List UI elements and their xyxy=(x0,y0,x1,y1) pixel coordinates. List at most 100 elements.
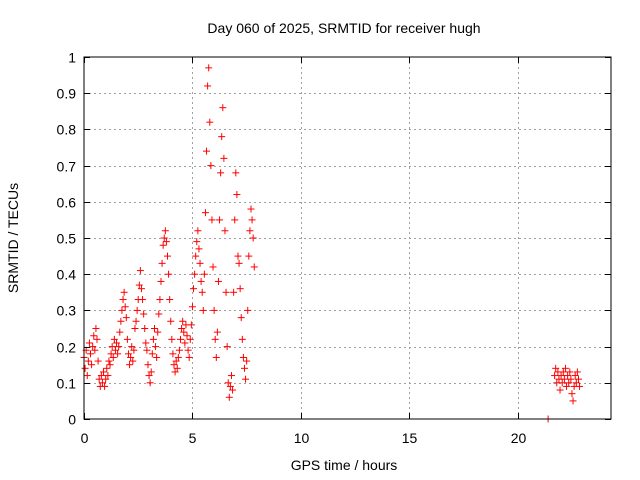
data-point xyxy=(165,270,173,278)
data-point xyxy=(117,317,125,325)
y-axis-label: SRMTID / TECUs xyxy=(5,183,21,293)
data-point xyxy=(210,306,218,314)
data-point xyxy=(127,353,135,361)
data-point xyxy=(190,285,198,293)
data-point xyxy=(248,216,256,224)
data-point xyxy=(179,317,187,325)
data-point xyxy=(163,252,171,260)
data-point xyxy=(242,375,250,383)
data-point xyxy=(216,216,224,224)
y-tick-label: 0.5 xyxy=(57,231,77,247)
data-point xyxy=(181,339,189,347)
data-point xyxy=(121,303,129,311)
data-point xyxy=(157,277,165,285)
data-point xyxy=(565,379,573,387)
chart-title: Day 060 of 2025, SRMTID for receiver hug… xyxy=(207,20,480,36)
data-point xyxy=(104,372,112,380)
data-point xyxy=(116,328,124,336)
data-point xyxy=(576,382,584,390)
y-tick-label: 0.7 xyxy=(57,159,77,175)
data-point xyxy=(103,364,111,372)
data-point xyxy=(204,82,212,90)
data-point xyxy=(229,386,237,394)
data-point xyxy=(233,191,241,199)
y-tick-label: 0.6 xyxy=(57,195,77,211)
data-point xyxy=(250,263,258,271)
data-point xyxy=(199,306,207,314)
data-point xyxy=(193,238,201,246)
data-point xyxy=(571,372,579,380)
data-point xyxy=(244,306,252,314)
data-point xyxy=(238,335,246,343)
y-tick-label: 0 xyxy=(68,412,76,428)
data-point xyxy=(243,357,251,365)
data-point xyxy=(208,216,216,224)
data-point xyxy=(219,104,227,112)
y-tick-label: 0.2 xyxy=(57,340,77,356)
data-point xyxy=(85,339,93,347)
data-point xyxy=(183,332,191,340)
data-point xyxy=(203,147,211,155)
data-point xyxy=(226,382,234,390)
data-point xyxy=(146,379,154,387)
data-point xyxy=(235,259,243,267)
data-points xyxy=(80,64,584,423)
x-tick-label: 0 xyxy=(81,430,89,446)
data-point xyxy=(120,288,128,296)
data-point xyxy=(167,317,175,325)
data-point xyxy=(113,339,121,347)
data-point xyxy=(249,234,257,242)
data-point xyxy=(566,368,574,376)
data-point xyxy=(90,332,98,340)
data-point xyxy=(246,227,254,235)
data-point xyxy=(223,343,231,351)
data-point xyxy=(119,296,127,304)
data-point xyxy=(156,296,164,304)
data-point xyxy=(185,353,193,361)
data-point xyxy=(559,368,567,376)
data-point xyxy=(115,343,123,351)
data-point xyxy=(574,375,582,383)
data-point xyxy=(137,285,145,293)
data-point xyxy=(109,353,117,361)
data-point xyxy=(143,346,151,354)
data-point xyxy=(568,390,576,398)
data-point xyxy=(230,288,238,296)
data-point xyxy=(551,372,559,380)
data-point xyxy=(192,252,200,260)
data-point xyxy=(227,372,235,380)
data-point xyxy=(232,169,240,177)
data-point xyxy=(105,357,113,365)
data-point xyxy=(93,335,101,343)
data-point xyxy=(144,361,152,369)
data-point xyxy=(97,372,105,380)
data-point xyxy=(148,350,156,358)
grid-layer xyxy=(84,57,611,419)
data-point xyxy=(158,259,166,267)
data-point xyxy=(236,285,244,293)
data-point xyxy=(172,357,180,365)
data-point xyxy=(160,234,168,242)
x-axis-label: GPS time / hours xyxy=(291,457,398,473)
data-point xyxy=(132,317,140,325)
data-point xyxy=(98,379,106,387)
y-tick-label: 1 xyxy=(68,50,76,66)
data-point xyxy=(563,382,571,390)
data-point xyxy=(161,227,169,235)
data-point xyxy=(217,169,225,177)
data-point xyxy=(175,346,183,354)
data-point xyxy=(130,346,138,354)
data-point xyxy=(234,252,242,260)
data-point xyxy=(552,364,560,372)
data-point xyxy=(154,328,162,336)
y-tick-label: 0.3 xyxy=(57,303,77,319)
data-point xyxy=(83,372,91,380)
data-point xyxy=(101,382,109,390)
y-tick-label: 0.4 xyxy=(57,267,77,283)
data-point xyxy=(122,314,130,322)
data-point xyxy=(239,353,247,361)
x-tick-label: 10 xyxy=(294,430,310,446)
data-point xyxy=(171,368,179,376)
data-point xyxy=(133,306,141,314)
data-point xyxy=(153,353,161,361)
